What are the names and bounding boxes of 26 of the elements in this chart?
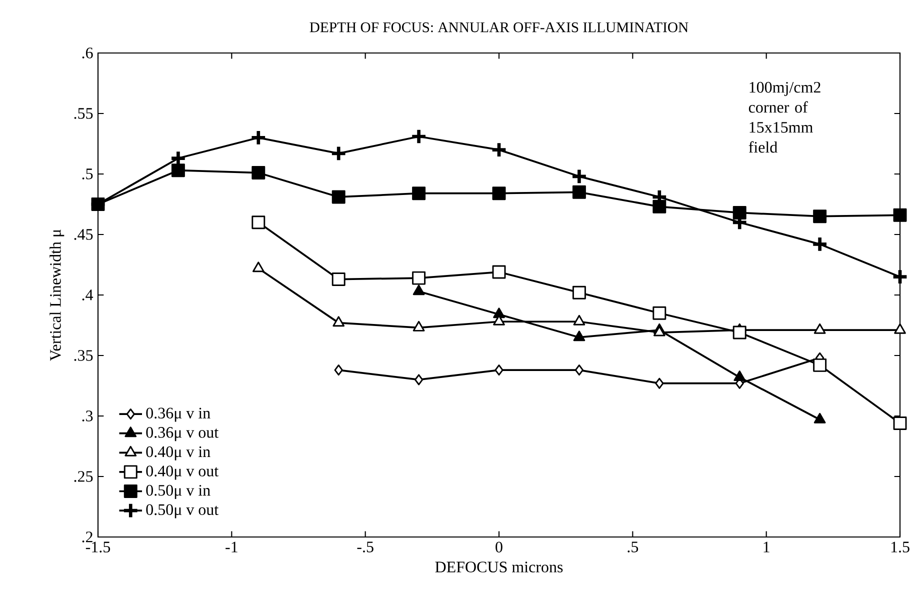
x-tick-label: .5 <box>628 542 638 552</box>
x-tick-label: 1.5 <box>891 542 910 553</box>
y-tick-label: .4 <box>82 290 94 300</box>
legend-label: 0.40μ v in <box>146 446 210 460</box>
x-axis-title: DEFOCUS microns <box>435 562 563 572</box>
x-tick-label: -.5 <box>357 542 374 552</box>
y-tick-label: .3 <box>82 410 93 422</box>
x-tick-label: -1.5 <box>86 542 110 553</box>
y-tick-label: .45 <box>74 229 93 240</box>
chart-title: DEPTH OF FOCUS: ANNULAR OFF-AXIS ILLUMINATION <box>310 22 688 32</box>
legend-label: 0.40μ v out <box>146 466 219 480</box>
legend-label: 0.36μ v in <box>146 408 210 422</box>
y-tick-label: .6 <box>82 48 93 58</box>
y-axis-title: Vertical Linewidth μ <box>50 230 64 361</box>
x-tick-label: 1 <box>764 542 770 552</box>
x-tick-label: 0 <box>496 542 502 552</box>
legend-label: 0.50μ v out <box>146 504 219 518</box>
x-tick-label: -1 <box>226 542 238 552</box>
y-tick-label: .55 <box>74 108 93 119</box>
y-tick-label: .25 <box>74 471 93 482</box>
y-tick-label: .35 <box>74 350 93 361</box>
legend-label: 0.50μ v in <box>146 484 210 499</box>
legend-label: 0.36μ v out <box>146 427 219 442</box>
y-tick-label: .2 <box>82 532 92 542</box>
y-tick-label: .5 <box>82 168 93 180</box>
annotation: 100mj/cm2 corner of 15x15mm field <box>748 82 820 153</box>
